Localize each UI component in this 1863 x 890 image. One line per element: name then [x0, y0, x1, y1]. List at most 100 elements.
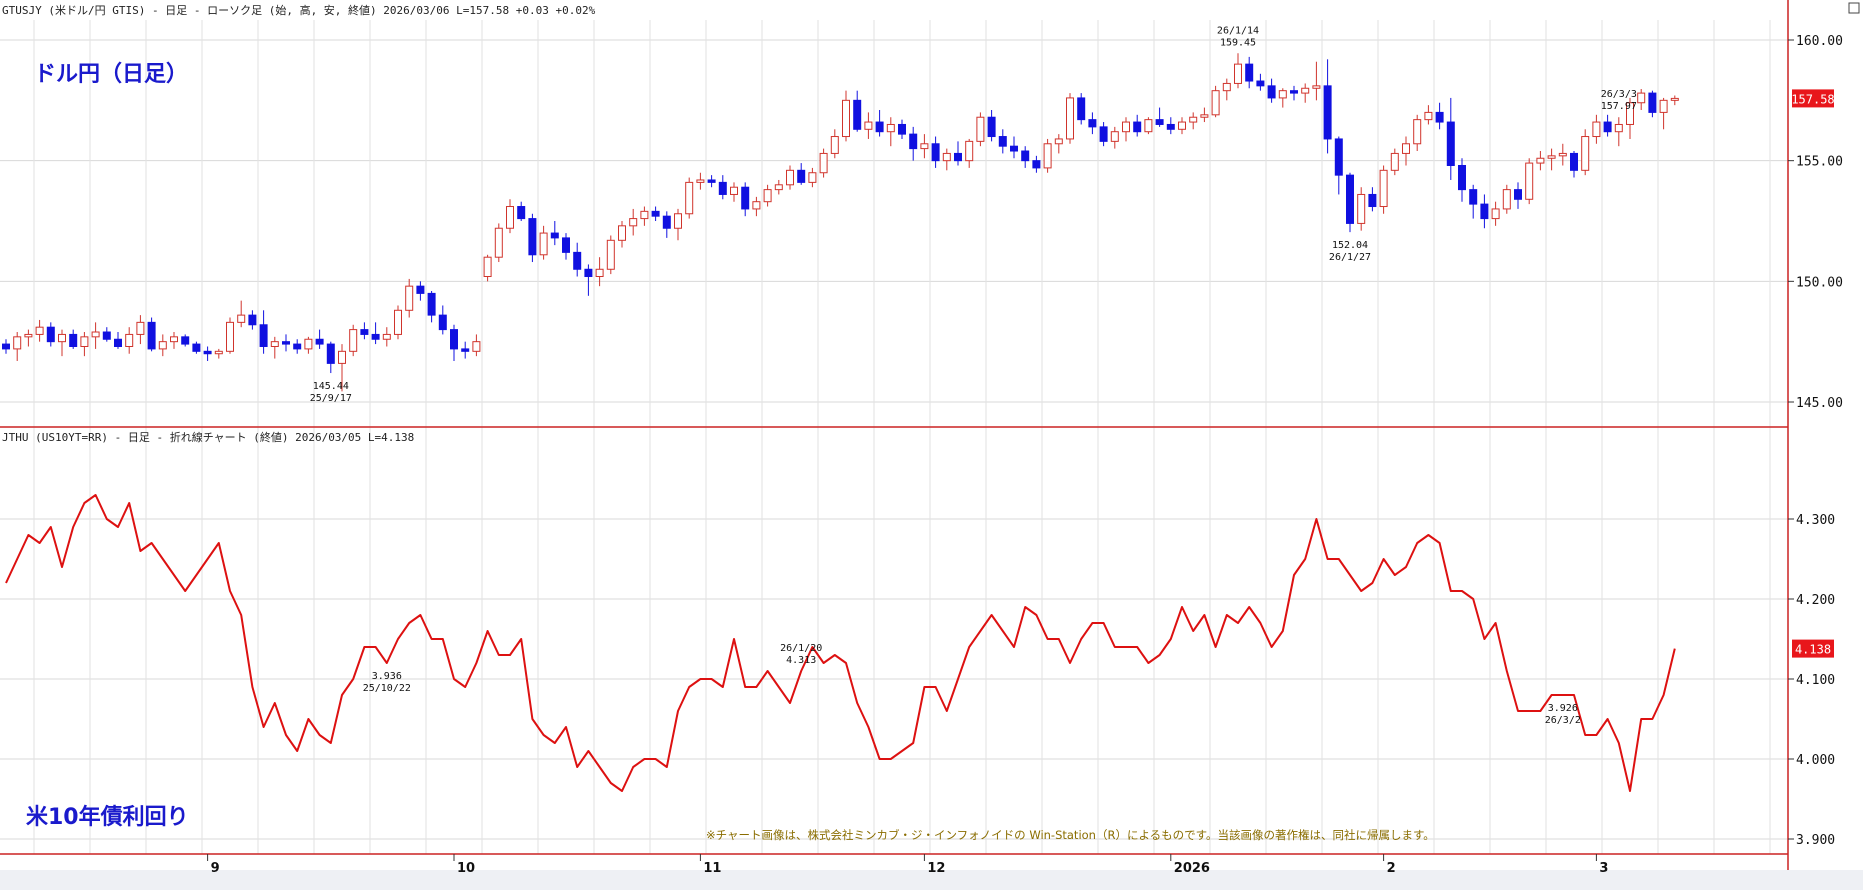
candle-body — [1010, 145, 1018, 152]
yield-last-label: 4.138 — [1795, 643, 1831, 657]
candle-body — [405, 285, 414, 311]
candle-body — [1301, 87, 1310, 94]
yield-y-tick-label: 3.900 — [1796, 833, 1835, 848]
candle-body — [282, 341, 290, 345]
candle-body — [763, 189, 772, 203]
window-close-icon[interactable] — [1848, 2, 1860, 14]
candle-body — [181, 336, 190, 345]
annotation-label: 3.936 — [372, 671, 402, 682]
candle-body — [1670, 97, 1679, 101]
candle-body — [584, 268, 593, 278]
candle-body — [819, 152, 828, 174]
candle-body — [483, 256, 492, 278]
candle-body — [1032, 160, 1041, 169]
candle-body — [1581, 136, 1590, 171]
candle-body — [1357, 193, 1366, 224]
candle-body — [158, 341, 167, 350]
yield-chart-header: JTHU (US10YT=RR) - 日足 - 折れ線チャート (終値) 202… — [2, 430, 414, 444]
candle-body — [382, 333, 391, 340]
candle-body — [1592, 121, 1601, 138]
candle-body — [786, 169, 794, 186]
candle-body — [629, 218, 638, 227]
candle-body — [349, 329, 358, 352]
candle-body — [24, 333, 33, 338]
price-y-tick-label: 155.00 — [1796, 155, 1843, 170]
candle-body — [1222, 82, 1231, 92]
candle-body — [1334, 138, 1343, 176]
x-axis-ticks: 91011122026234 — [207, 854, 1608, 876]
candle-body — [371, 333, 380, 340]
annotation-label: 157.97 — [1601, 101, 1637, 112]
price-y-tick-label: 145.00 — [1796, 396, 1843, 411]
candle-body — [438, 314, 447, 331]
candle-body — [259, 324, 268, 347]
candle-body — [461, 348, 470, 352]
candle-body — [1043, 143, 1052, 169]
candle-body — [1469, 189, 1478, 205]
candle-body — [976, 116, 985, 142]
x-tick-label: 11 — [703, 861, 721, 876]
candle-body — [360, 329, 369, 335]
candle-body — [13, 336, 22, 350]
x-tick-label: 2 — [1387, 861, 1396, 876]
candle-body — [248, 314, 257, 326]
candle-body — [394, 309, 402, 335]
candle-body — [46, 326, 55, 343]
candle-body — [170, 336, 178, 343]
candle-body — [506, 206, 514, 229]
candle-body — [931, 143, 940, 162]
candle-body — [1099, 126, 1108, 142]
yield-line-series — [5, 494, 1676, 792]
candle-body — [886, 123, 895, 133]
annotation-label: 25/9/17 — [310, 393, 352, 404]
candle-body — [1312, 85, 1321, 89]
annotation-label: 152.04 — [1332, 240, 1368, 251]
candle-body — [965, 140, 974, 162]
yield-y-tick-label: 4.000 — [1796, 753, 1835, 768]
annotation-label: 26/1/14 — [1217, 25, 1259, 36]
candle-body — [1133, 121, 1142, 133]
candle-body — [1278, 90, 1287, 99]
x-tick-label: 9 — [211, 861, 220, 876]
candle-body — [293, 343, 302, 350]
candle-body — [102, 331, 111, 340]
candle-body — [427, 292, 436, 316]
yield-y-tick-label: 4.100 — [1796, 673, 1835, 688]
yield-last-label-bg — [1792, 639, 1834, 658]
candle-body — [808, 172, 817, 183]
candle-body — [136, 321, 145, 335]
candle-body — [1021, 150, 1030, 162]
candle-body — [1480, 203, 1489, 220]
candle-body — [1558, 152, 1567, 157]
price-last-label: 157.58 — [1791, 92, 1834, 106]
candle-body — [1525, 162, 1534, 200]
candle-body — [1458, 164, 1466, 191]
candle-body — [80, 336, 89, 347]
candle-body — [998, 136, 1007, 147]
candle-body — [1547, 155, 1556, 159]
candle-body — [640, 210, 649, 220]
candle-body — [1155, 119, 1164, 125]
candle-body — [1245, 63, 1254, 82]
candle-body — [1088, 119, 1097, 128]
candle-body — [1536, 157, 1545, 164]
candle-body — [1424, 111, 1433, 121]
candle-body — [1413, 119, 1422, 145]
candle-body — [562, 237, 570, 253]
annotation-label: 26/3/2 — [1545, 715, 1581, 726]
candle-body — [237, 314, 246, 323]
candle-body — [1144, 119, 1153, 133]
candle-body — [954, 152, 962, 162]
candle-body — [35, 326, 44, 335]
price-y-tick-label: 150.00 — [1796, 275, 1843, 290]
annotation-label: 26/1/20 — [780, 643, 822, 654]
annotation-label: 145.44 — [313, 381, 349, 392]
candle-body — [1390, 152, 1399, 171]
candle-body — [1637, 92, 1646, 104]
candle-body — [1077, 97, 1086, 121]
yield-line — [5, 494, 1676, 792]
candle-body — [842, 99, 850, 138]
x-tick-label: 3 — [1599, 861, 1608, 876]
candle-body — [696, 179, 705, 183]
